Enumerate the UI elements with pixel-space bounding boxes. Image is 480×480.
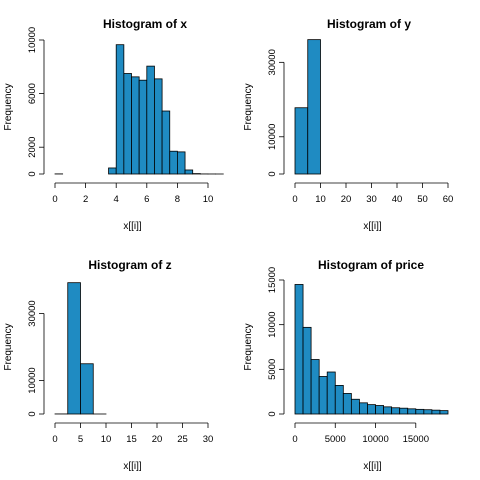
x-axis-label: x[[i]] — [123, 461, 142, 472]
y-tick-label: 10000 — [267, 124, 278, 150]
histogram-bar — [115, 44, 125, 175]
histogram-bar — [383, 406, 393, 415]
x-tick-label: 8 — [175, 194, 180, 205]
histogram-bar — [399, 407, 409, 415]
histogram-bar — [161, 110, 171, 175]
histogram-bar — [367, 404, 376, 415]
y-tick-label: 5000 — [267, 359, 278, 380]
x-axis-label: x[[i]] — [363, 461, 382, 472]
histogram-bar — [154, 78, 163, 175]
histogram-bar — [350, 398, 360, 415]
x-tick-label: 0 — [52, 194, 57, 205]
histogram-bar — [423, 409, 433, 415]
histogram-bar — [138, 79, 148, 175]
x-tick-label: 4 — [114, 194, 119, 205]
histogram-bar — [359, 402, 368, 415]
chart-title: Histogram of y — [327, 17, 411, 31]
histogram-bar — [326, 371, 336, 415]
histogram-bar — [184, 169, 194, 175]
x-axis-label: x[[i]] — [363, 221, 382, 232]
x-tick-label: 20 — [341, 194, 352, 205]
x-tick-label: 15 — [126, 434, 137, 445]
histogram-bar — [407, 408, 417, 415]
x-tick-label: 0 — [292, 434, 297, 445]
histogram-bar — [415, 408, 425, 415]
histogram-bar — [294, 107, 309, 175]
histogram-bar — [375, 405, 384, 415]
histogram-bar — [439, 410, 449, 415]
x-tick-label: 15000 — [403, 434, 429, 445]
panel-z: Histogram of z 0 5 10 15 20 25 30 0 10000 30000 x[… — [3, 258, 213, 472]
y-tick-label: 6000 — [27, 83, 38, 104]
panel-x: Histogram of x 0 2 4 6 8 10 0 2000 6000 10000 x[[i… — [3, 17, 224, 232]
x-tick-label: 10 — [101, 434, 112, 445]
x-tick-label: 20 — [152, 434, 163, 445]
y-tick-label: 10000 — [27, 367, 38, 393]
histogram-bar — [307, 39, 321, 175]
y-tick-label: 30000 — [267, 49, 278, 75]
x-tick-label: 10 — [203, 194, 214, 205]
chart-title: Histogram of z — [88, 258, 171, 272]
histogram-bar — [67, 282, 81, 415]
histogram-bar — [131, 76, 140, 175]
x-tick-label: 30 — [366, 194, 377, 205]
panel-price: Histogram of price 0 5000 10000 15000 0 5000 1… — [243, 258, 449, 472]
x-tick-label: 6 — [144, 194, 149, 205]
y-axis-label: Frequency — [243, 323, 254, 370]
x-tick-label: 5000 — [325, 434, 346, 445]
y-tick-label: 0 — [267, 171, 278, 176]
histogram-bar — [80, 363, 94, 415]
x-tick-label: 30 — [203, 434, 214, 445]
histogram-bar — [310, 359, 320, 415]
histogram-bar — [318, 376, 328, 415]
histogram-bar — [302, 326, 312, 415]
x-tick-label: 5 — [78, 434, 83, 445]
x-tick-label: 25 — [177, 434, 188, 445]
y-tick-label: 0 — [267, 411, 278, 416]
x-tick-label: 40 — [392, 194, 403, 205]
y-tick-label: 0 — [27, 171, 38, 176]
panel-y: Histogram of y 0 10 20 30 40 50 60 0 10000 30000 x… — [243, 17, 453, 232]
histogram-bar — [146, 65, 155, 175]
x-tick-label: 0 — [52, 434, 57, 445]
histogram-bar — [431, 409, 441, 415]
y-axis-label: Frequency — [243, 83, 254, 130]
histogram-bar — [391, 407, 401, 415]
y-tick-label: 15000 — [267, 267, 278, 293]
x-tick-label: 60 — [443, 194, 454, 205]
y-tick-label: 10000 — [27, 27, 38, 53]
y-tick-label: 2000 — [27, 137, 38, 158]
y-axis-label: Frequency — [3, 83, 14, 130]
x-axis-label: x[[i]] — [123, 221, 142, 232]
chart-title: Histogram of x — [103, 17, 187, 31]
y-tick-label: 10000 — [267, 311, 278, 337]
y-axis-label: Frequency — [3, 323, 14, 370]
x-tick-label: 10 — [315, 194, 326, 205]
histogram-bar — [176, 151, 186, 175]
histogram-bar — [123, 73, 132, 175]
chart-title: Histogram of price — [318, 258, 424, 272]
histogram-bar — [169, 150, 178, 175]
x-tick-label: 10000 — [362, 434, 388, 445]
x-tick-label: 50 — [417, 194, 428, 205]
x-tick-label: 2 — [83, 194, 88, 205]
histogram-bar — [294, 284, 304, 415]
histogram-bar — [108, 167, 117, 175]
histogram-bar — [342, 393, 352, 415]
y-tick-label: 30000 — [27, 300, 38, 326]
histogram-bar — [334, 385, 344, 415]
x-tick-label: 0 — [292, 194, 297, 205]
y-tick-label: 0 — [27, 411, 38, 416]
